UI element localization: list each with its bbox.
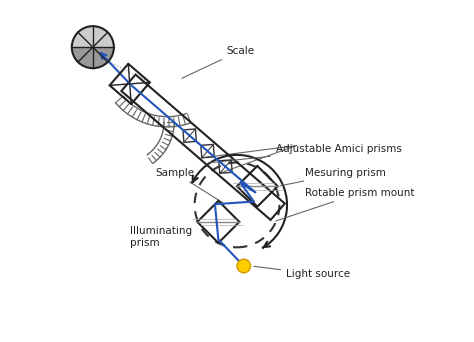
Text: Illuminating
prism: Illuminating prism <box>130 223 198 248</box>
Text: Light source: Light source <box>254 266 350 279</box>
Wedge shape <box>72 26 114 47</box>
Circle shape <box>237 259 251 273</box>
Wedge shape <box>72 47 114 68</box>
Text: Rotable prism mount: Rotable prism mount <box>276 188 414 221</box>
Text: Scale: Scale <box>182 45 255 78</box>
Text: Sample: Sample <box>155 168 223 203</box>
Text: Adjustable Amici prisms: Adjustable Amici prisms <box>210 144 402 163</box>
Text: Mesuring prism: Mesuring prism <box>281 168 386 186</box>
